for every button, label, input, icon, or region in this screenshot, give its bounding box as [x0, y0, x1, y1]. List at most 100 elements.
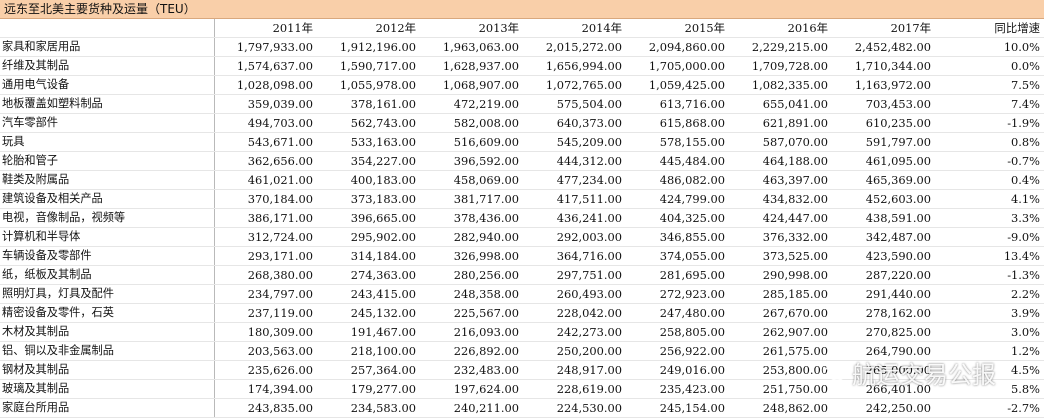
table-row: 照明灯具，灯具及配件 234,797.00 243,415.00 248,358.00…	[0, 284, 1044, 305]
value-cell: 477,234.00	[523, 170, 626, 191]
table-row: 铝、铜以及非金属制品 203,563.00 218,100.00 226,892.00…	[0, 341, 1044, 362]
header-row: 2011年 2012年 2013年 2014年 2015年 2016年 2017…	[0, 19, 1044, 39]
value-cell: 464,188.00	[729, 151, 832, 172]
value-cell: 615,868.00	[626, 113, 729, 134]
growth-cell: 10.0%	[935, 37, 1044, 58]
value-cell: 640,373.00	[523, 113, 626, 134]
value-cell: 248,862.00	[729, 398, 832, 418]
value-cell: 232,483.00	[420, 360, 523, 381]
value-cell: 486,082.00	[626, 170, 729, 191]
watermark: 航运交易公报	[820, 357, 996, 389]
table-row: 汽车零部件 494,703.00 562,743.00 582,008.00 640,3…	[0, 113, 1044, 134]
value-cell: 1,068,907.00	[420, 75, 523, 96]
value-cell: 461,095.00	[832, 151, 935, 172]
growth-cell: 4.1%	[935, 189, 1044, 210]
value-cell: 1,709,728.00	[729, 56, 832, 77]
value-cell: 281,695.00	[626, 265, 729, 286]
value-cell: 364,716.00	[523, 246, 626, 267]
value-cell: 270,825.00	[832, 322, 935, 343]
row-label: 通用电气设备	[0, 75, 215, 96]
row-label: 纸，纸板及其制品	[0, 265, 215, 286]
value-cell: 257,364.00	[317, 360, 420, 381]
value-cell: 234,583.00	[317, 398, 420, 418]
growth-cell: -0.7%	[935, 151, 1044, 172]
table-row: 计算机和半导体 312,724.00 295,902.00 282,940.00 292…	[0, 227, 1044, 248]
table-row: 建筑设备及相关产品 370,184.00 373,183.00 381,717.00 4…	[0, 189, 1044, 210]
row-label: 建筑设备及相关产品	[0, 189, 215, 210]
value-cell: 274,363.00	[317, 265, 420, 286]
growth-cell: 3.3%	[935, 208, 1044, 229]
growth-cell: 7.4%	[935, 94, 1044, 115]
value-cell: 179,277.00	[317, 379, 420, 400]
table-body: 家具和家居用品 1,797,933.00 1,912,196.00 1,963,063…	[0, 37, 1044, 418]
value-cell: 267,670.00	[729, 303, 832, 324]
value-cell: 359,039.00	[214, 94, 317, 115]
value-cell: 533,163.00	[317, 132, 420, 153]
value-cell: 258,805.00	[626, 322, 729, 343]
value-cell: 463,397.00	[729, 170, 832, 191]
value-cell: 265,000.00	[832, 360, 935, 381]
value-cell: 374,055.00	[626, 246, 729, 267]
value-cell: 272,923.00	[626, 284, 729, 305]
row-label: 轮胎和管子	[0, 151, 215, 172]
value-cell: 1,055,978.00	[317, 75, 420, 96]
table-row: 玻璃及其制品 174,394.00 179,277.00 197,624.00 228,…	[0, 379, 1044, 400]
value-cell: 703,453.00	[832, 94, 935, 115]
value-cell: 225,567.00	[420, 303, 523, 324]
value-cell: 342,487.00	[832, 227, 935, 248]
value-cell: 218,100.00	[317, 341, 420, 362]
value-cell: 295,902.00	[317, 227, 420, 248]
growth-cell: 0.8%	[935, 132, 1044, 153]
value-cell: 228,042.00	[523, 303, 626, 324]
value-cell: 1,656,994.00	[523, 56, 626, 77]
value-cell: 386,171.00	[214, 208, 317, 229]
value-cell: 1,082,335.00	[729, 75, 832, 96]
growth-cell: 3.0%	[935, 322, 1044, 343]
col-header: 2013年	[420, 19, 523, 39]
row-label: 钢材及其制品	[0, 360, 215, 381]
value-cell: 1,963,063.00	[420, 37, 523, 58]
table-title: 远东至北美主要货种及运量（TEU）	[4, 2, 196, 16]
table-row: 车辆设备及零部件 293,171.00 314,184.00 326,998.00 36…	[0, 246, 1044, 267]
value-cell: 370,184.00	[214, 189, 317, 210]
growth-cell: -1.3%	[935, 265, 1044, 286]
value-cell: 2,094,860.00	[626, 37, 729, 58]
table-row: 鞋类及附属品 461,021.00 400,183.00 458,069.00 477,…	[0, 170, 1044, 191]
row-label: 家庭台所用品	[0, 398, 215, 418]
value-cell: 235,626.00	[214, 360, 317, 381]
growth-cell: 13.4%	[935, 246, 1044, 267]
growth-cell: 5.8%	[935, 379, 1044, 400]
value-cell: 578,155.00	[626, 132, 729, 153]
value-cell: 174,394.00	[214, 379, 317, 400]
row-label: 汽车零部件	[0, 113, 215, 134]
value-cell: 268,380.00	[214, 265, 317, 286]
value-cell: 226,892.00	[420, 341, 523, 362]
value-cell: 2,015,272.00	[523, 37, 626, 58]
value-cell: 1,590,717.00	[317, 56, 420, 77]
growth-cell: 0.0%	[935, 56, 1044, 77]
row-label: 地板覆盖如塑料制品	[0, 94, 215, 115]
value-cell: 248,917.00	[523, 360, 626, 381]
table-row: 地板覆盖如塑料制品 359,039.00 378,161.00 472,219.00 5…	[0, 94, 1044, 115]
value-cell: 216,093.00	[420, 322, 523, 343]
growth-cell: 4.5%	[935, 360, 1044, 381]
value-cell: 240,211.00	[420, 398, 523, 418]
value-cell: 655,041.00	[729, 94, 832, 115]
value-cell: 247,480.00	[626, 303, 729, 324]
table-row: 电视，音像制品，视频等 386,171.00 396,665.00 378,436.0…	[0, 208, 1044, 229]
value-cell: 396,592.00	[420, 151, 523, 172]
value-cell: 582,008.00	[420, 113, 523, 134]
value-cell: 1,028,098.00	[214, 75, 317, 96]
wechat-icon	[820, 361, 846, 383]
value-cell: 250,200.00	[523, 341, 626, 362]
table-row: 家庭台所用品 243,835.00 234,583.00 240,211.00 224,…	[0, 398, 1044, 418]
value-cell: 243,835.00	[214, 398, 317, 418]
value-cell: 262,907.00	[729, 322, 832, 343]
value-cell: 1,072,765.00	[523, 75, 626, 96]
value-cell: 373,183.00	[317, 189, 420, 210]
growth-cell: 1.2%	[935, 341, 1044, 362]
value-cell: 545,209.00	[523, 132, 626, 153]
value-cell: 235,423.00	[626, 379, 729, 400]
growth-cell: 3.9%	[935, 303, 1044, 324]
value-cell: 373,525.00	[729, 246, 832, 267]
